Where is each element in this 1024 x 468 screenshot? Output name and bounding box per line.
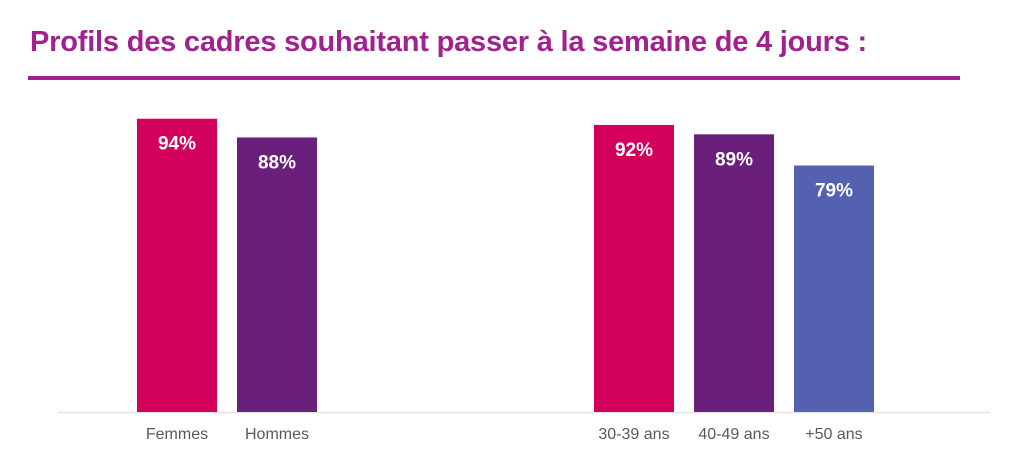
category-label-50-ans: +50 ans xyxy=(805,426,862,443)
category-label-40-49-ans: 40-49 ans xyxy=(698,426,769,443)
category-label-hommes: Hommes xyxy=(245,426,309,443)
value-label-hommes: 88% xyxy=(258,152,296,173)
value-label-30-39-ans: 92% xyxy=(615,140,653,161)
bar-hommes xyxy=(237,137,317,412)
bar-femmes xyxy=(137,118,217,412)
value-label-50-ans: 79% xyxy=(815,181,853,202)
bar-50-ans xyxy=(794,165,874,412)
category-label-30-39-ans: 30-39 ans xyxy=(598,426,669,443)
chart-title: Profils des cadres souhaitant passer à l… xyxy=(30,26,867,58)
bar-30-39-ans xyxy=(594,124,674,413)
value-label-40-49-ans: 89% xyxy=(715,149,753,170)
value-label-femmes: 94% xyxy=(158,134,196,155)
title-underline xyxy=(28,76,960,80)
bar-40-49-ans xyxy=(694,134,774,412)
category-label-femmes: Femmes xyxy=(146,426,208,443)
bars-group: 94% Femmes 88% Hommes 92% 30-39 ans 89% 40-49 a… xyxy=(137,118,874,443)
